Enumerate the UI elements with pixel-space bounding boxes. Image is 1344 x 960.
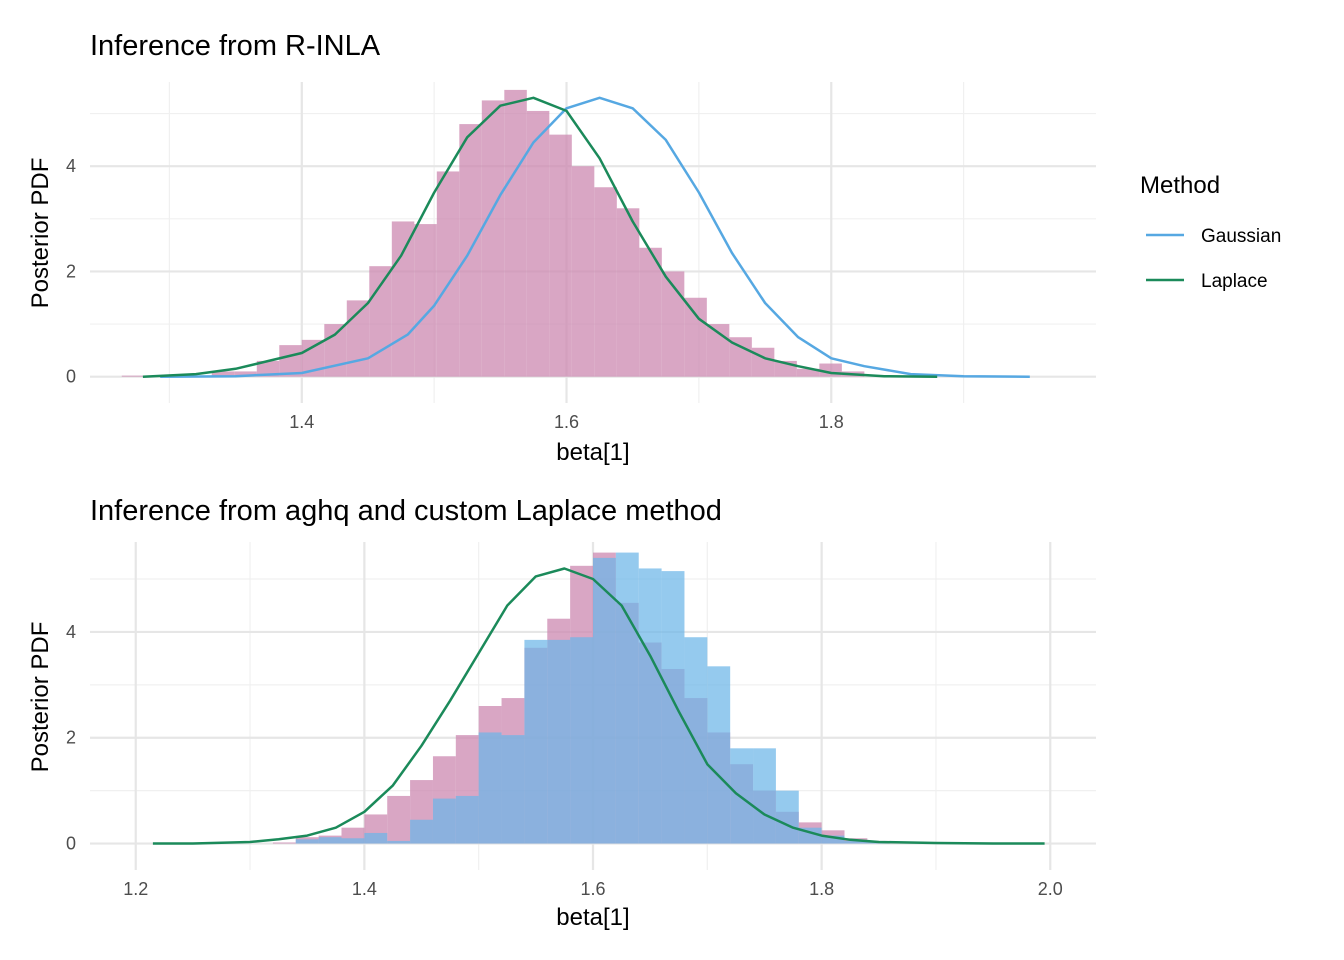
x-tick-label: 1.6 xyxy=(580,879,605,899)
legend-title: Method xyxy=(1140,172,1220,199)
y-tick-label: 0 xyxy=(66,834,76,854)
histogram-bar xyxy=(571,166,595,377)
histogram-bar xyxy=(684,637,708,844)
histogram-bar xyxy=(661,271,685,377)
histogram-bar xyxy=(436,171,460,377)
histogram-bar xyxy=(821,835,845,844)
histogram-bar xyxy=(234,371,257,377)
histogram-bar xyxy=(570,637,593,844)
histogram-bar xyxy=(751,347,775,377)
histogram-bar xyxy=(526,110,550,377)
panel-rinla: Inference from R-INLA 0 2 4 1.4 1.6 1.8 beta… xyxy=(27,30,1096,466)
density-lines xyxy=(142,96,1030,378)
chart-title: Inference from aghq and custom Laplace m… xyxy=(90,495,722,527)
histogram-bar xyxy=(524,639,548,844)
histogram-bars xyxy=(121,89,865,377)
x-tick-label: 1.4 xyxy=(352,879,377,899)
y-tick-labels: 0 2 4 xyxy=(66,156,76,386)
histogram-bar xyxy=(593,557,616,844)
y-tick-labels: 0 2 4 xyxy=(66,622,76,854)
histogram-bar xyxy=(295,839,319,844)
histogram-bar xyxy=(661,571,685,844)
histogram-bar xyxy=(638,568,662,844)
histogram-bar xyxy=(410,819,433,844)
x-tick-label: 1.8 xyxy=(809,879,834,899)
chart-title: Inference from R-INLA xyxy=(90,30,381,62)
histogram-bar xyxy=(594,187,617,377)
histogram-bar xyxy=(549,134,572,377)
legend-label-gaussian: Gaussian xyxy=(1201,226,1281,247)
histogram-bar xyxy=(639,247,662,377)
histogram-bar xyxy=(684,297,707,377)
histogram-bar xyxy=(504,89,527,377)
histogram-bar xyxy=(279,345,302,377)
histogram-bar xyxy=(256,360,280,377)
y-tick-label: 4 xyxy=(66,156,76,176)
histogram-bar xyxy=(341,838,365,844)
histogram-bar xyxy=(272,842,296,844)
y-tick-label: 2 xyxy=(66,261,76,281)
histogram-bar xyxy=(369,266,392,377)
y-axis-label: Posterior PDF xyxy=(27,158,54,309)
x-tick-label: 1.2 xyxy=(123,879,148,899)
density-lines xyxy=(152,567,1045,845)
histogram-bar xyxy=(796,368,820,377)
histogram-bar xyxy=(391,221,415,377)
histogram-bar xyxy=(364,832,388,844)
x-tick-label: 2.0 xyxy=(1038,879,1063,899)
density-line-gaussian xyxy=(160,96,1030,378)
histogram-bar xyxy=(616,208,640,377)
histogram-bar xyxy=(615,552,639,844)
histogram-bar xyxy=(547,639,571,844)
histogram-bar xyxy=(432,798,456,844)
x-tick-labels: 1.2 1.4 1.6 1.8 2.0 xyxy=(123,879,1063,899)
histogram-bar xyxy=(121,375,145,377)
histogram-bar xyxy=(707,666,731,844)
histogram-bar xyxy=(324,324,347,377)
histogram-bars xyxy=(272,552,914,844)
legend-label-laplace: Laplace xyxy=(1201,271,1268,292)
histogram-bar xyxy=(753,748,776,844)
histogram-bar xyxy=(387,840,411,844)
y-tick-label: 0 xyxy=(66,367,76,387)
x-axis-label: beta[1] xyxy=(556,904,629,931)
x-tick-label: 1.8 xyxy=(819,412,844,432)
histogram-bar xyxy=(478,732,502,844)
density-line-laplace xyxy=(142,96,938,378)
legend: Method Gaussian Laplace xyxy=(1140,172,1281,292)
histogram-bar xyxy=(414,224,437,377)
x-tick-labels: 1.4 1.6 1.8 xyxy=(289,412,844,432)
histogram-bar xyxy=(844,840,868,844)
histogram-bar xyxy=(501,735,525,844)
histogram-bar xyxy=(481,100,505,377)
histogram-bar xyxy=(775,790,799,844)
density-line-laplace xyxy=(152,567,1045,845)
histogram-bar xyxy=(318,837,342,844)
panel-aghq: Inference from aghq and custom Laplace m… xyxy=(27,495,1096,931)
histogram-bar xyxy=(730,748,754,844)
y-tick-label: 4 xyxy=(66,622,76,642)
x-tick-label: 1.6 xyxy=(554,412,579,432)
y-axis-label: Posterior PDF xyxy=(27,622,54,773)
histogram-bar xyxy=(729,337,752,377)
x-tick-label: 1.4 xyxy=(289,412,314,432)
histogram-bar xyxy=(455,795,479,844)
histogram-bar xyxy=(211,371,235,377)
x-axis-label: beta[1] xyxy=(556,439,629,466)
histogram-bar xyxy=(387,795,411,844)
y-tick-label: 2 xyxy=(66,728,76,748)
